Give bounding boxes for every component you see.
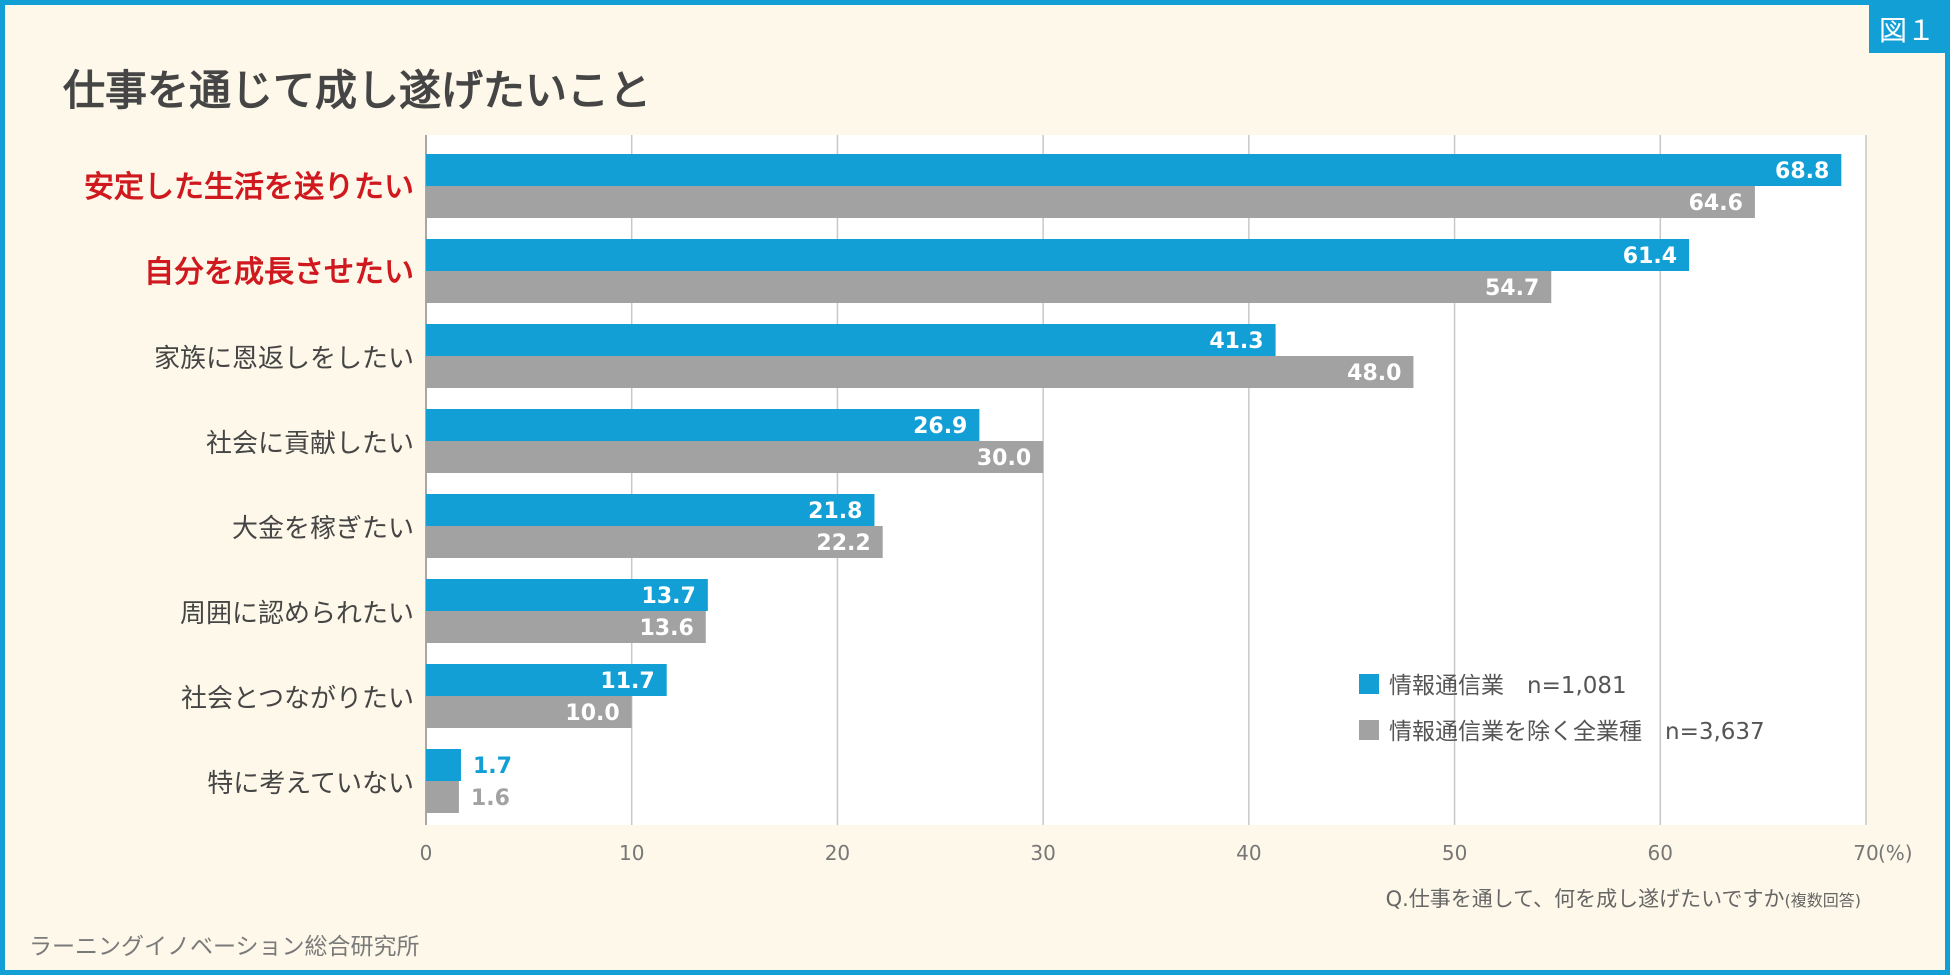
category-label: 大金を稼ぎたい <box>232 514 414 544</box>
bar-value-label: 1.6 <box>471 786 510 811</box>
bar-value-label: 68.8 <box>1775 159 1829 184</box>
bar-value-label: 11.7 <box>600 669 654 694</box>
figure-tag: 図１ <box>1869 5 1945 53</box>
legend-label: 情報通信業 n=1,081 <box>1389 673 1627 699</box>
bar <box>426 409 980 441</box>
bar <box>426 271 1552 303</box>
x-tick-label: 50 <box>1442 841 1467 865</box>
bar-value-label: 26.9 <box>913 414 967 439</box>
category-label: 自分を成長させたい <box>144 255 414 290</box>
question-text: Q.仕事を通して、何を成し遂げたいですか(複数回答) <box>1386 883 1861 913</box>
bar <box>426 441 1044 473</box>
category-labels: 安定した生活を送りたい自分を成長させたい家族に恩返しをしたい社会に貢献したい大金… <box>84 170 414 799</box>
bar-value-label: 41.3 <box>1209 329 1263 354</box>
category-label: 社会とつながりたい <box>181 684 414 714</box>
bar <box>426 239 1690 271</box>
bar <box>426 664 667 696</box>
bar <box>426 611 706 643</box>
question-note: (複数回答) <box>1784 891 1862 910</box>
category-label: 家族に恩返しをしたい <box>154 344 414 374</box>
bar-value-label: 54.7 <box>1485 276 1539 301</box>
bar <box>426 186 1755 218</box>
legend: 情報通信業 n=1,081 情報通信業を除く全業種 n=3,637 <box>1359 673 1765 745</box>
category-label: 特に考えていない <box>207 769 414 799</box>
bar <box>426 494 875 526</box>
question-main: Q.仕事を通して、何を成し遂げたいですか <box>1385 887 1785 911</box>
x-tick-label: 0 <box>420 841 433 865</box>
category-label: 周囲に認められたい <box>180 599 414 629</box>
category-label: 社会に貢献したい <box>206 429 414 459</box>
bar-value-label: 13.7 <box>642 584 696 609</box>
bar <box>426 154 1842 186</box>
category-label: 安定した生活を送りたい <box>84 170 414 205</box>
legend-swatch <box>1359 720 1379 740</box>
x-tick-label: 60 <box>1648 841 1673 865</box>
bar <box>426 781 459 813</box>
bar-series: 68.8 64.6 61.4 54.7 41.3 48.0 26.9 30.0 21.8 22.2… <box>426 154 1842 813</box>
chart-title: 仕事を通じて成し遂げたいこと <box>63 66 652 115</box>
bar-value-label: 10.0 <box>565 701 619 726</box>
bar-value-label: 61.4 <box>1623 244 1677 269</box>
x-tick-label: 40 <box>1236 841 1261 865</box>
x-tick-label: 70 <box>1853 841 1878 865</box>
x-axis-unit: (%) <box>1878 841 1913 865</box>
x-axis: 0 10 20 30 40 50 60 70 (%) <box>420 841 1913 865</box>
bar-value-label: 64.6 <box>1689 191 1743 216</box>
bar-value-label: 1.7 <box>473 754 512 779</box>
bar-value-label: 30.0 <box>977 446 1031 471</box>
bar-value-label: 48.0 <box>1347 361 1401 386</box>
source-credit: ラーニングイノベーション総合研究所 <box>29 934 420 960</box>
bar <box>426 356 1414 388</box>
bar-value-label: 22.2 <box>816 531 870 556</box>
x-tick-label: 10 <box>619 841 644 865</box>
legend-swatch <box>1359 674 1379 694</box>
bar <box>426 696 632 728</box>
bar-value-label: 13.6 <box>639 616 693 641</box>
legend-label: 情報通信業を除く全業種 n=3,637 <box>1389 719 1765 745</box>
bar-value-label: 21.8 <box>808 499 862 524</box>
x-tick-label: 30 <box>1030 841 1055 865</box>
bar <box>426 324 1276 356</box>
bar <box>426 526 883 558</box>
x-tick-label: 20 <box>825 841 850 865</box>
bar <box>426 579 708 611</box>
bar <box>426 749 461 781</box>
